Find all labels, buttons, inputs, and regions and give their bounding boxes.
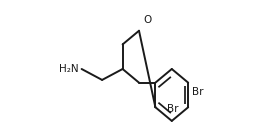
Text: Br: Br xyxy=(167,104,179,114)
Text: O: O xyxy=(143,15,151,25)
Text: H₂N: H₂N xyxy=(59,64,79,74)
Text: Br: Br xyxy=(192,87,204,97)
